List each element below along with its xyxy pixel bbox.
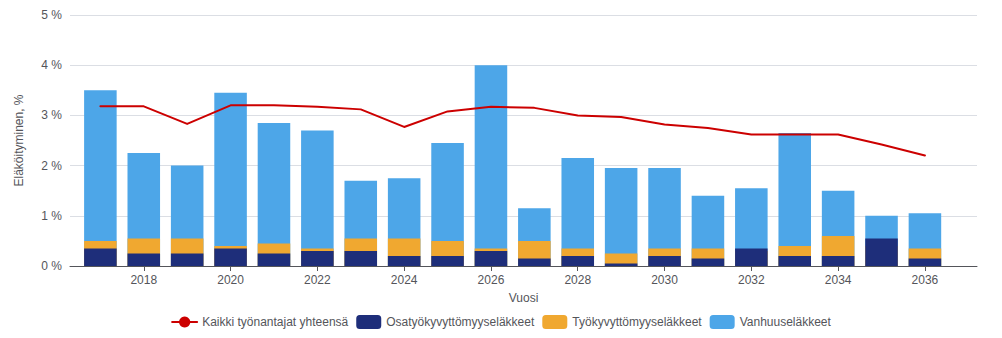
svg-text:Vanhuuseläkkeet: Vanhuuseläkkeet xyxy=(740,315,832,329)
svg-text:4 %: 4 % xyxy=(41,58,62,72)
svg-text:Osatyökyvyttömyyseläkkeet: Osatyökyvyttömyyseläkkeet xyxy=(386,315,535,329)
svg-text:5 %: 5 % xyxy=(41,8,62,22)
svg-text:Eläköityminen, %: Eläköityminen, % xyxy=(12,94,26,186)
svg-text:Vuosi: Vuosi xyxy=(509,291,539,305)
svg-text:2028: 2028 xyxy=(564,273,591,287)
svg-text:2030: 2030 xyxy=(651,273,678,287)
svg-text:2022: 2022 xyxy=(304,273,331,287)
svg-text:2026: 2026 xyxy=(478,273,505,287)
svg-text:2036: 2036 xyxy=(912,273,939,287)
svg-text:2024: 2024 xyxy=(391,273,418,287)
svg-text:0 %: 0 % xyxy=(41,259,62,273)
svg-text:2034: 2034 xyxy=(825,273,852,287)
svg-text:1 %: 1 % xyxy=(41,209,62,223)
svg-text:2 %: 2 % xyxy=(41,159,62,173)
svg-text:3 %: 3 % xyxy=(41,108,62,122)
svg-text:2020: 2020 xyxy=(217,273,244,287)
svg-text:Kaikki työnantajat yhteensä: Kaikki työnantajat yhteensä xyxy=(202,315,348,329)
svg-text:2018: 2018 xyxy=(130,273,157,287)
svg-text:2032: 2032 xyxy=(738,273,765,287)
svg-text:Työkyvyttömyyseläkkeet: Työkyvyttömyyseläkkeet xyxy=(572,315,702,329)
